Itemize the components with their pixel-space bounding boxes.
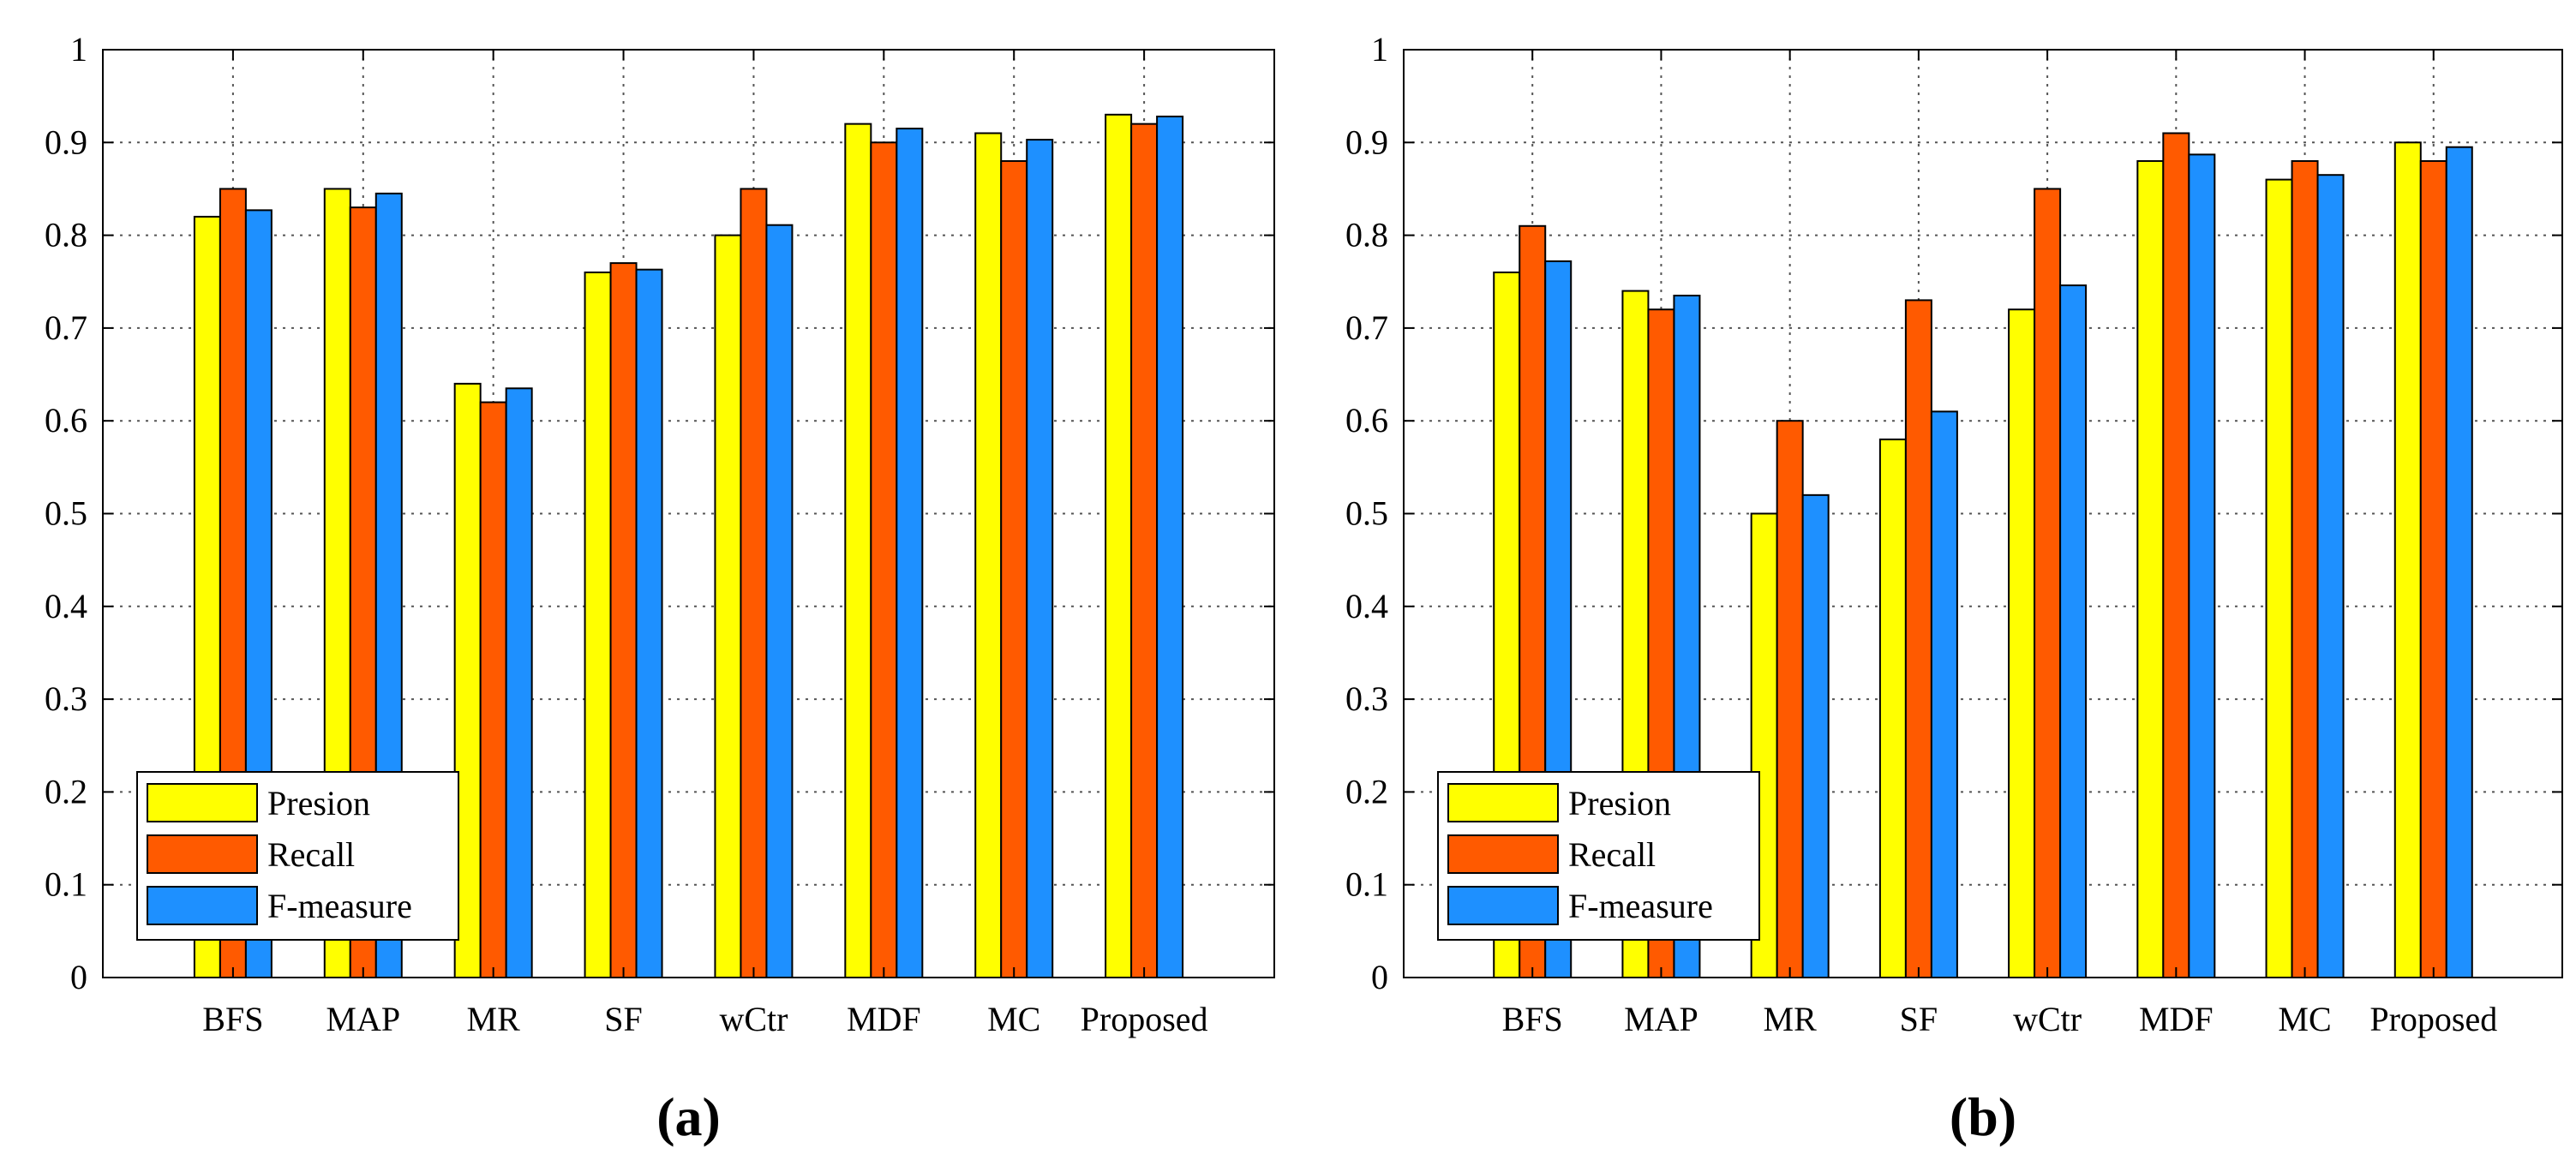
bar-fmeasure-mr (505, 387, 533, 979)
bar-presion-proposed (2393, 141, 2422, 979)
x-tick-label-proposed: Proposed (2369, 1000, 2497, 1038)
y-tick-label: 0.3 (1345, 679, 1388, 718)
y-tick-label: 0.2 (45, 772, 87, 810)
x-tick-label-wctr: wCtr (719, 1000, 788, 1038)
x-tick-label-sf: SF (604, 1000, 643, 1038)
y-axis: 0 0.1 0.2 0.3 0.4 0.5 0.6 0.7 0.8 0.9 1 (45, 30, 1274, 996)
bars (1493, 132, 2473, 979)
y-tick-label: 0.7 (1345, 308, 1388, 347)
bar-fmeasure-sf (635, 268, 663, 978)
legend: Presion Recall F-measure (1437, 771, 1760, 941)
bar-presion-wctr (714, 234, 742, 979)
bar-recall-mr (1776, 420, 1804, 978)
bar-fmeasure-mr (1801, 493, 1830, 978)
chart-panel-a: 0 0.1 0.2 0.3 0.4 0.5 0.6 0.7 0.8 0.9 1 BFS MAP MR SF w… (0, 0, 1288, 1168)
bar-recall-sf (609, 262, 638, 978)
bar-presion-mdf (844, 123, 872, 978)
legend-label-recall: Recall (267, 835, 355, 874)
legend-label-recall: Recall (1568, 835, 1656, 874)
y-tick-label: 0.6 (45, 401, 87, 440)
y-axis: 0 0.1 0.2 0.3 0.4 0.5 0.6 0.7 0.8 0.9 1 (1345, 30, 2562, 996)
y-tick-label: 0.8 (45, 216, 87, 254)
y-tick-label: 1 (1371, 30, 1388, 69)
y-tick-label: 0 (1371, 958, 1388, 996)
bar-fmeasure-wctr (765, 224, 794, 978)
y-tick-label: 0 (70, 958, 87, 996)
y-tick-label: 0.8 (1345, 216, 1388, 254)
y-tick-label: 0.2 (1345, 772, 1388, 810)
bar-fmeasure-mdf (896, 128, 924, 978)
bar-recall-mc (1000, 159, 1028, 978)
x-axis: BFS MAP MR SF wCtr MDF MC Proposed (1502, 50, 2497, 1038)
chart-a-svg: 0 0.1 0.2 0.3 0.4 0.5 0.6 0.7 0.8 0.9 1 BFS MAP MR SF w… (45, 30, 1275, 1147)
bar-fmeasure-wctr (2059, 284, 2088, 979)
x-tick-label-mr: MR (467, 1000, 521, 1038)
bar-fmeasure-sf (1930, 410, 1958, 978)
bar-recall-proposed (2419, 159, 2447, 978)
legend-label-presion: Presion (267, 784, 370, 822)
x-tick-label-map: MAP (326, 1000, 400, 1038)
x-tick-label-proposed: Proposed (1081, 1000, 1208, 1038)
y-tick-label: 0.5 (45, 494, 87, 533)
bar-presion-mc (974, 132, 1003, 979)
legend-label-fmeasure: F-measure (267, 887, 412, 925)
y-tick-label: 1 (70, 30, 87, 69)
bar-presion-mdf (2136, 159, 2165, 978)
x-tick-label-mc: MC (2278, 1000, 2331, 1038)
x-tick-label-bfs: BFS (202, 1000, 263, 1038)
bar-recall-wctr (740, 188, 768, 978)
bar-fmeasure-mc (2316, 174, 2345, 978)
x-axis: BFS MAP MR SF wCtr MDF MC Proposed (202, 50, 1208, 1038)
bar-presion-sf (1878, 438, 1907, 978)
bar-recall-wctr (2034, 188, 2062, 978)
x-tick-label-mc: MC (987, 1000, 1040, 1038)
bar-recall-mr (479, 401, 507, 979)
bar-presion-mc (2265, 178, 2293, 978)
y-tick-label: 0.7 (45, 308, 87, 347)
legend-swatch-recall (1447, 834, 1559, 874)
bar-recall-mc (2291, 159, 2319, 978)
legend-swatch-presion (147, 783, 258, 822)
bar-presion-proposed (1105, 113, 1133, 978)
panel-label-b: (b) (1950, 1086, 2016, 1147)
x-tick-label-map: MAP (1624, 1000, 1698, 1038)
bar-fmeasure-mc (1026, 139, 1054, 978)
y-tick-label: 0.4 (1345, 587, 1388, 625)
bar-fmeasure-proposed (2445, 146, 2473, 978)
bar-presion-sf (584, 271, 612, 979)
x-tick-label-bfs: BFS (1502, 1000, 1563, 1038)
y-tick-label: 0.1 (1345, 865, 1388, 904)
y-tick-label: 0.3 (45, 679, 87, 718)
y-tick-label: 0.9 (1345, 123, 1388, 161)
x-tick-label-mr: MR (1764, 1000, 1818, 1038)
legend-swatch-fmeasure (147, 886, 258, 925)
x-tick-label-mdf: MDF (847, 1000, 921, 1038)
y-tick-label: 0.9 (45, 123, 87, 161)
bar-fmeasure-mdf (2188, 153, 2216, 978)
bar-fmeasure-proposed (1156, 115, 1184, 978)
chart-b-svg: 0 0.1 0.2 0.3 0.4 0.5 0.6 0.7 0.8 0.9 1 BFS MAP MR SF w… (1345, 30, 2563, 1147)
legend: Presion Recall F-measure (136, 771, 459, 941)
legend-label-fmeasure: F-measure (1568, 887, 1713, 925)
y-tick-label: 0.5 (1345, 494, 1388, 533)
x-tick-label-mdf: MDF (2139, 1000, 2214, 1038)
x-tick-label-wctr: wCtr (2013, 1000, 2082, 1038)
bar-recall-mdf (870, 141, 898, 979)
bar-presion-wctr (2008, 308, 2036, 978)
y-tick-label: 0.1 (45, 865, 87, 904)
legend-swatch-recall (147, 834, 258, 874)
bar-recall-proposed (1130, 123, 1159, 978)
legend-label-presion: Presion (1568, 784, 1671, 822)
legend-swatch-presion (1447, 783, 1559, 822)
chart-panel-b: 0 0.1 0.2 0.3 0.4 0.5 0.6 0.7 0.8 0.9 1 BFS MAP MR SF w… (1288, 0, 2576, 1168)
panel-label-a: (a) (656, 1086, 721, 1147)
bar-recall-mdf (2162, 132, 2190, 979)
bar-recall-sf (1904, 299, 1932, 979)
y-tick-label: 0.6 (1345, 401, 1388, 440)
y-tick-label: 0.4 (45, 587, 87, 625)
x-tick-label-sf: SF (1900, 1000, 1938, 1038)
legend-swatch-fmeasure (1447, 886, 1559, 925)
